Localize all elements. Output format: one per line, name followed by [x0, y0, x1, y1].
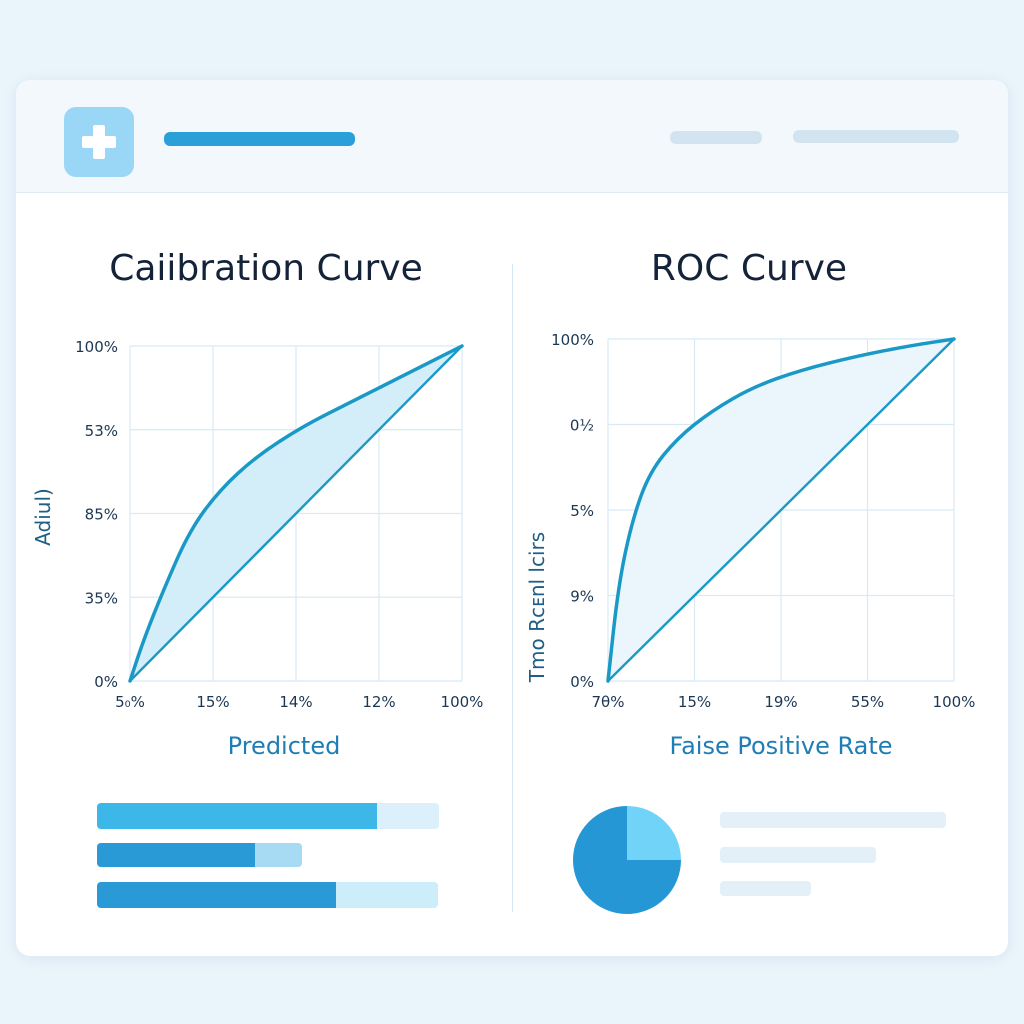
roc-x-axis-title: Faise Positive Rate — [669, 732, 892, 760]
calibration-x-tick-label: 15% — [196, 693, 229, 711]
panel-divider — [512, 264, 513, 912]
legend-line-placeholder — [720, 847, 876, 863]
calibration-x-axis-title: Predicted — [228, 732, 341, 760]
calibration-y-tick-label: 85% — [85, 506, 118, 524]
progress-bar-3-fill — [97, 882, 336, 908]
progress-bar-3 — [97, 882, 438, 908]
header-bar — [16, 80, 1008, 193]
roc-x-tick-label: 19% — [764, 693, 797, 711]
nav-item-placeholder[interactable] — [670, 131, 762, 144]
roc-y-tick-label: 100% — [551, 331, 594, 349]
pie-chart — [573, 806, 681, 914]
pie-slice — [573, 806, 681, 914]
progress-bar-2 — [97, 843, 302, 867]
calibration-diagonal-line — [129, 345, 463, 682]
nav-item-placeholder[interactable] — [793, 130, 959, 143]
roc-x-tick-label: 7θ% — [592, 693, 625, 711]
roc-x-tick-label: 100% — [933, 693, 976, 711]
roc-y-tick-label: 5% — [570, 502, 594, 520]
dashboard-card: Caiibration Curve ROC Curve 100% 53% 85% 35… — [16, 80, 1008, 956]
pie-slice — [627, 806, 681, 860]
roc-diagonal-line — [607, 338, 955, 682]
calibration-y-tick-label: 100% — [75, 338, 118, 356]
charts-area: 100% 53% 85% 35% 0% 5₀% 15% 14% 12% 100% Predicted… — [31, 331, 976, 760]
progress-bar-2-fill — [97, 843, 255, 867]
progress-bar-1 — [97, 803, 439, 829]
app-title-placeholder — [164, 132, 355, 146]
roc-curve — [606, 337, 956, 683]
calibration-x-tick-label: 14% — [279, 693, 312, 711]
calibration-y-tick-label: 53% — [85, 422, 118, 440]
calibration-y-tick-label: 0% — [94, 673, 118, 691]
plus-icon[interactable] — [64, 107, 134, 177]
calibration-curve — [128, 344, 464, 683]
progress-bar-1-fill — [97, 803, 378, 829]
roc-y-axis-title: Tmo Rcᴇnl lcirs — [525, 532, 549, 683]
calibration-y-axis-title: Adiul) — [31, 488, 55, 546]
legend-line-placeholder — [720, 812, 946, 828]
roc-y-tick-label: 9% — [570, 588, 594, 606]
legend-line-placeholder — [720, 881, 811, 896]
roc-x-tick-label: 55% — [851, 693, 884, 711]
calibration-y-tick-label: 35% — [85, 589, 118, 607]
roc-y-tick-label: 0% — [570, 673, 594, 691]
roc-y-tick-label: 0½ — [570, 417, 594, 435]
calibration-x-tick-label: 100% — [441, 693, 484, 711]
calibration-x-tick-label: 5₀% — [115, 693, 145, 711]
calibration-x-tick-label: 12% — [362, 693, 395, 711]
roc-x-tick-label: 15% — [678, 693, 711, 711]
calibration-chart-title: Caiibration Curve — [109, 248, 423, 289]
roc-chart-title: ROC Curve — [650, 248, 848, 289]
